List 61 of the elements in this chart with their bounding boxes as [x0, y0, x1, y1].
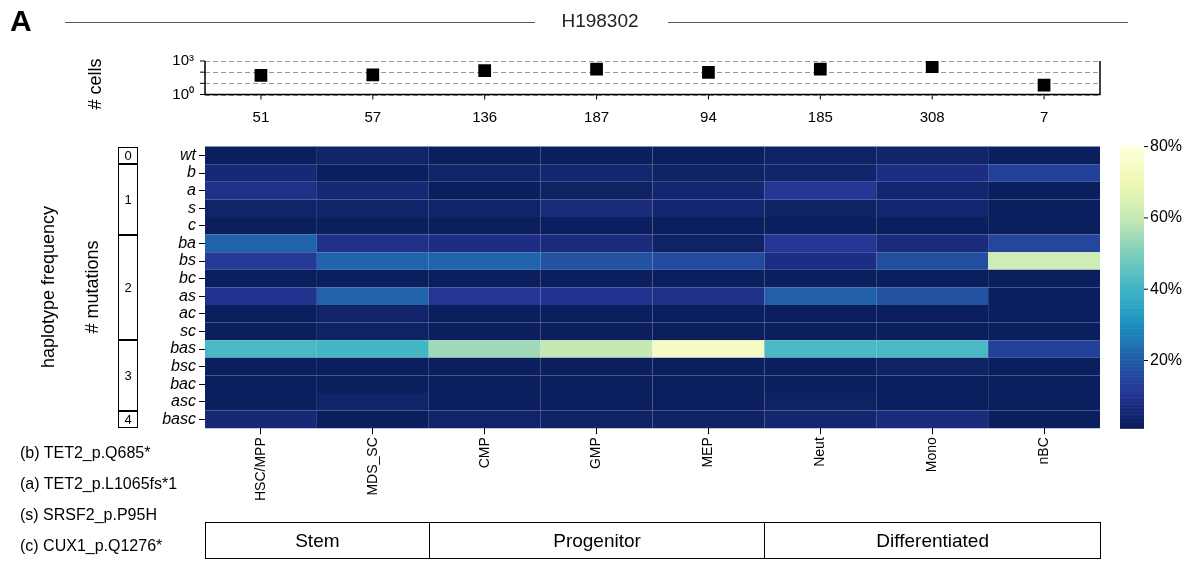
x-tick-label: 187 — [584, 107, 610, 125]
x-tick-label: MEP — [699, 437, 716, 468]
y-tick-label: bs — [179, 251, 196, 269]
group-box: Stem — [205, 522, 430, 559]
point — [813, 62, 827, 76]
y-tick-label: ba — [178, 233, 197, 251]
point — [366, 68, 380, 82]
color-bar-label: 40% — [1150, 279, 1183, 297]
y-axis-title: # cells — [84, 58, 106, 110]
group-box: 1 — [118, 164, 138, 235]
x-tick-label: 7 — [1039, 107, 1049, 125]
group-box: Differentiated — [764, 522, 1101, 559]
x-tick-label: 57 — [364, 107, 382, 125]
text: (b) TET2_p.Q685* — [20, 444, 151, 462]
y-tick-label: 10³ — [172, 51, 194, 69]
x-tick-label: 94 — [700, 107, 717, 125]
point — [925, 61, 939, 74]
x-tick-label: Neut — [811, 437, 828, 467]
x-tick-label: 136 — [472, 107, 498, 125]
y-tick-label: s — [188, 198, 196, 216]
y-tick-label: bas — [170, 339, 196, 357]
color-bar-label: 80% — [1150, 137, 1183, 155]
point — [702, 66, 715, 79]
text: A — [10, 4, 32, 38]
color-bar-label: 60% — [1150, 208, 1183, 226]
y-tick-label: as — [179, 286, 196, 304]
text: # mutations — [81, 240, 103, 334]
y-tick-label: bc — [179, 269, 196, 287]
text: (s) SRSF2_p.P95H — [20, 506, 157, 524]
color-bar-label: 20% — [1150, 350, 1183, 368]
y-tick-label: asc — [171, 392, 196, 410]
y-tick-label: c — [188, 216, 196, 234]
y-tick-label: basc — [162, 409, 196, 427]
x-tick-label: GMP — [587, 437, 604, 470]
x-tick-label: nBC — [1034, 437, 1051, 465]
text: (a) TET2_p.L1065fs*1 — [20, 475, 178, 493]
x-tick-label: Mono — [923, 437, 940, 473]
group-box: 0 — [118, 146, 138, 165]
text: (c) CUX1_p.Q1276* — [20, 537, 163, 555]
y-tick-label: wt — [180, 145, 197, 163]
y-tick-label: bac — [170, 374, 196, 392]
x-tick-label: 51 — [252, 107, 270, 125]
chart-title: H198302 — [553, 10, 647, 32]
point — [478, 64, 492, 78]
y-tick-label: ac — [179, 304, 196, 322]
x-tick-label: CMP — [475, 437, 492, 469]
point — [254, 69, 268, 82]
y-axis-title: haplotype frequency — [37, 206, 59, 369]
group-box: 2 — [118, 234, 138, 341]
y-tick-label: sc — [180, 321, 196, 339]
x-tick-label: HSC/MPP — [251, 437, 268, 502]
y-tick-label: bsc — [171, 357, 196, 375]
x-tick-label: 308 — [919, 107, 945, 125]
group-box: Progenitor — [428, 522, 766, 559]
point — [590, 62, 603, 76]
y-tick-label: 10⁰ — [172, 84, 194, 102]
x-tick-label: MDS_SC — [363, 437, 380, 496]
x-tick-label: 185 — [807, 107, 833, 125]
group-box: 3 — [118, 340, 138, 411]
y-tick-label: b — [187, 163, 197, 181]
y-tick-label: a — [187, 181, 197, 199]
